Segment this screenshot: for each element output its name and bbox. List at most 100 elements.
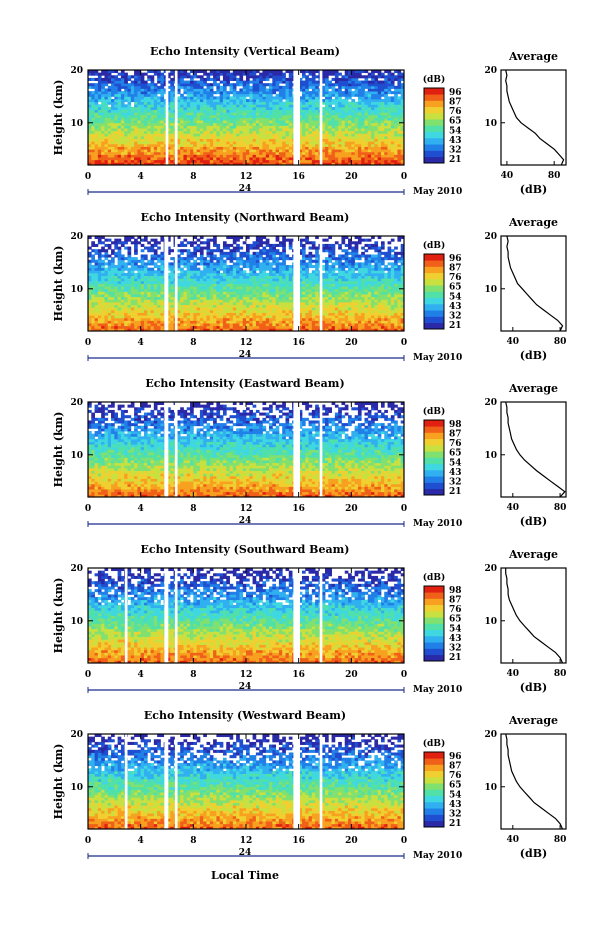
heatmap-cell — [233, 154, 237, 157]
heatmap-cell — [230, 141, 234, 144]
heatmap-cell — [358, 286, 362, 289]
heatmap-cell — [160, 112, 164, 115]
heatmap-cell — [249, 326, 253, 329]
heatmap-cell — [286, 289, 290, 292]
heatmap-cell — [203, 104, 207, 107]
heatmap-cell — [226, 152, 230, 155]
heatmap-cell — [230, 123, 234, 126]
heatmap-cell — [236, 123, 240, 126]
heatmap-cell — [289, 78, 293, 81]
heatmap-cell — [259, 305, 263, 308]
heatmap-cell — [397, 110, 401, 113]
heatmap-cell — [131, 313, 135, 316]
heatmap-cell — [338, 78, 342, 81]
heatmap-cell — [276, 297, 280, 300]
heatmap-cell — [397, 299, 401, 302]
heatmap-cell — [249, 299, 253, 302]
heatmap-cell — [348, 147, 352, 150]
heatmap-cell — [269, 305, 273, 308]
heatmap-cell — [371, 297, 375, 300]
heatmap-cell — [243, 152, 247, 155]
heatmap-cell — [151, 83, 155, 86]
heatmap-cell — [233, 75, 237, 78]
heatmap-cell — [118, 299, 122, 302]
heatmap-cell — [378, 120, 382, 123]
heatmap-cell — [226, 83, 230, 86]
heatmap-cell — [391, 86, 395, 89]
heatmap-cell — [200, 86, 204, 89]
heatmap-cell — [325, 107, 329, 110]
heatmap-cell — [256, 94, 260, 97]
heatmap-cell — [157, 123, 161, 126]
heatmap-cell — [111, 313, 115, 316]
heatmap-cell — [137, 157, 141, 160]
heatmap-cell — [309, 94, 313, 97]
heatmap-cell — [365, 297, 369, 300]
heatmap-cell — [111, 315, 115, 318]
heatmap-cell — [374, 297, 378, 300]
heatmap-cell — [394, 118, 398, 121]
data-gap — [320, 70, 323, 165]
heatmap-cell — [220, 152, 224, 155]
heatmap-cell — [256, 144, 260, 147]
heatmap-cell — [276, 88, 280, 91]
heatmap-cell — [216, 294, 220, 297]
colorbar-segment — [424, 157, 444, 164]
heatmap-cell — [180, 75, 184, 78]
heatmap-cell — [98, 291, 102, 294]
heatmap-cell — [335, 75, 339, 78]
heatmap-cell — [233, 91, 237, 94]
heatmap-cell — [230, 160, 234, 163]
heatmap-cell — [121, 120, 125, 123]
heatmap-cell — [134, 94, 138, 97]
heatmap-cell — [154, 120, 158, 123]
heatmap-cell — [305, 152, 309, 155]
heatmap-cell — [95, 152, 99, 155]
heatmap-cell — [243, 112, 247, 115]
heatmap-cell — [114, 144, 118, 147]
heatmap-cell — [361, 139, 365, 142]
heatmap-cell — [378, 291, 382, 294]
heatmap-cell — [121, 323, 125, 326]
heatmap-cell — [203, 91, 207, 94]
heatmap-cell — [384, 307, 388, 310]
heatmap-cell — [312, 123, 316, 126]
heatmap-cell — [391, 136, 395, 139]
heatmap-cell — [233, 128, 237, 131]
heatmap-cell — [312, 291, 316, 294]
heatmap-cell — [361, 286, 365, 289]
heatmap-cell — [391, 112, 395, 115]
heatmap-cell — [131, 294, 135, 297]
heatmap-cell — [220, 73, 224, 76]
heatmap-cell — [124, 73, 128, 76]
heatmap-cell — [378, 75, 382, 78]
colorbar-tick-label: 21 — [449, 155, 462, 165]
heatmap-cell — [144, 152, 148, 155]
heatmap-cell — [312, 115, 316, 118]
heatmap-cell — [154, 96, 158, 99]
heatmap-cell — [207, 323, 211, 326]
heatmap-cell — [269, 302, 273, 305]
heatmap-cell — [305, 144, 309, 147]
heatmap-cell — [272, 160, 276, 163]
heatmap-cell — [157, 88, 161, 91]
heatmap-cell — [355, 125, 359, 128]
heatmap-cell — [108, 152, 112, 155]
heatmap-cell — [104, 323, 108, 326]
heatmap-cell — [118, 302, 122, 305]
heatmap-cell — [144, 154, 148, 157]
heatmap-cell — [325, 160, 329, 163]
heatmap-cell — [203, 307, 207, 310]
heatmap-cell — [239, 297, 243, 300]
heatmap-cell — [338, 94, 342, 97]
heatmap-cell — [351, 294, 355, 297]
heatmap-cell — [266, 323, 270, 326]
heatmap-cell — [137, 315, 141, 318]
heatmap-cell — [279, 299, 283, 302]
heatmap-cell — [137, 128, 141, 131]
heatmap-cell — [147, 302, 151, 305]
heatmap-cell — [338, 320, 342, 323]
heatmap-cell — [131, 302, 135, 305]
heatmap-cell — [269, 88, 273, 91]
heatmap-cell — [388, 91, 392, 94]
